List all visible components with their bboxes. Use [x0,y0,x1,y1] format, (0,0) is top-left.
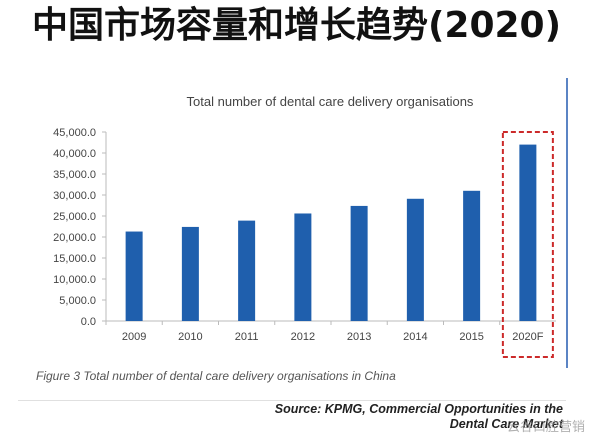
bar-2011 [238,220,256,321]
bar-2009 [125,231,143,321]
y-tick-label: 10,000.0 [53,274,96,286]
y-tick-label: 40,000.0 [53,148,96,160]
y-tick-label: 30,000.0 [53,190,96,202]
x-tick-label: 2015 [459,331,483,343]
source-citation-line-1: Source: KPMG, Commercial Opportunities i… [274,402,563,416]
x-tick-label: 2013 [347,331,371,343]
forecast-highlight-box [501,131,554,358]
y-tick-label: 15,000.0 [53,253,96,265]
bar-chart: Total number of dental care delivery org… [53,94,556,358]
figure-caption: Figure 3 Total number of dental care del… [36,369,396,383]
watermark: 云谷口腔营销 [506,420,585,435]
chart-title: Total number of dental care delivery org… [187,94,474,109]
y-tick-label: 35,000.0 [53,169,96,181]
bar-2012 [294,213,312,321]
page-title: 中国市场容量和增长趋势(2020) [31,5,562,46]
y-tick-label: 45,000.0 [53,127,96,139]
x-tick-label: 2011 [235,331,259,343]
x-tick-label: 2012 [291,331,315,343]
x-tick-label: 2014 [403,331,427,343]
x-tick-label: 2020F [512,331,543,343]
bar-2010 [181,226,199,321]
slide-divider [566,78,568,368]
bar-2015 [463,190,481,321]
y-tick-label: 20,000.0 [53,232,96,244]
y-tick-label: 5,000.0 [59,295,96,307]
y-tick-label: 0.0 [81,316,96,328]
bar-2013 [350,205,368,321]
source-citation-line-2: Dental Care Market [449,417,563,431]
bar-2020F [519,144,537,321]
y-tick-label: 25,000.0 [53,211,96,223]
x-tick-label: 2010 [178,331,202,343]
x-tick-label: 2009 [122,331,146,343]
bar-2014 [406,198,424,321]
